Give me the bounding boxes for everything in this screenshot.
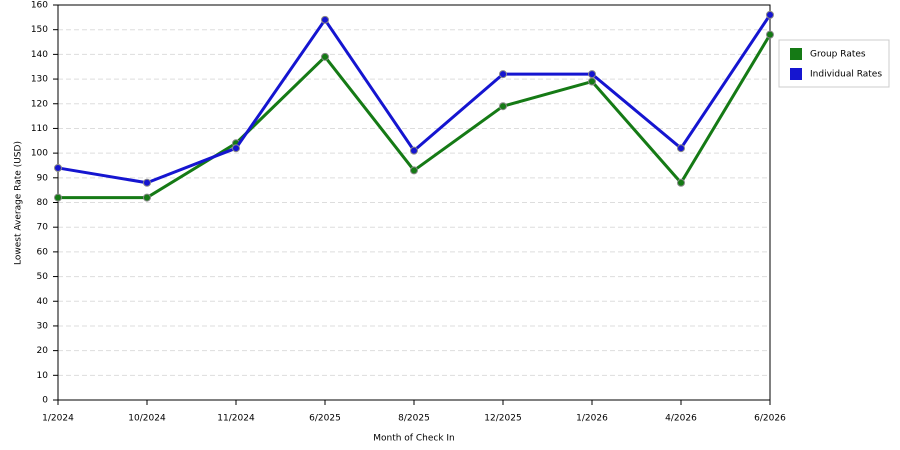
point — [232, 144, 240, 153]
y-tick-label: 80 — [37, 198, 49, 208]
x-tick-label: 10/2024 — [128, 414, 166, 424]
point — [766, 10, 774, 19]
y-tick-label: 120 — [31, 99, 48, 109]
y-tick-label: 110 — [31, 124, 48, 134]
y-tick-label: 90 — [37, 173, 49, 183]
y-tick-label: 50 — [37, 272, 49, 282]
x-tick-label: 4/2026 — [665, 414, 697, 424]
x-tick-label: 1/2026 — [576, 414, 608, 424]
y-tick-label: 160 — [31, 1, 48, 11]
y-tick-label: 40 — [37, 297, 49, 307]
x-tick-label: 6/2026 — [754, 414, 786, 424]
point — [54, 163, 62, 172]
x-tick-label: 12/2025 — [484, 414, 521, 424]
point — [588, 70, 596, 79]
point — [766, 30, 774, 39]
y-tick-label: 10 — [37, 371, 49, 381]
point — [321, 15, 329, 24]
point — [677, 178, 685, 187]
x-tick-label: 11/2024 — [217, 414, 255, 424]
point — [499, 70, 507, 79]
point — [588, 77, 596, 86]
point — [677, 144, 685, 153]
y-axis-label: Lowest Average Rate (USD) — [14, 141, 24, 265]
y-tick-label: 140 — [31, 50, 48, 60]
y-tick-label: 150 — [31, 25, 48, 35]
y-tick-label: 100 — [31, 149, 48, 159]
point — [143, 193, 151, 202]
y-tick-label: 20 — [37, 346, 49, 356]
legend-swatch — [790, 48, 802, 60]
legend-label: Individual Rates — [810, 70, 882, 80]
point — [410, 146, 418, 155]
legend-label: Group Rates — [810, 50, 866, 60]
x-tick-label: 6/2025 — [309, 414, 341, 424]
point — [54, 193, 62, 202]
y-tick-label: 70 — [37, 223, 49, 233]
point — [410, 166, 418, 175]
y-tick-label: 60 — [37, 247, 49, 257]
legend-swatch — [790, 68, 802, 80]
x-tick-label: 1/2024 — [42, 414, 74, 424]
x-axis-label: Month of Check In — [373, 434, 455, 444]
y-tick-label: 0 — [42, 396, 48, 406]
x-tick-label: 8/2025 — [398, 414, 430, 424]
point — [143, 178, 151, 187]
point — [499, 102, 507, 111]
point — [321, 52, 329, 61]
y-tick-label: 130 — [31, 75, 48, 85]
series-line — [57, 14, 772, 185]
y-tick-label: 30 — [37, 321, 49, 331]
